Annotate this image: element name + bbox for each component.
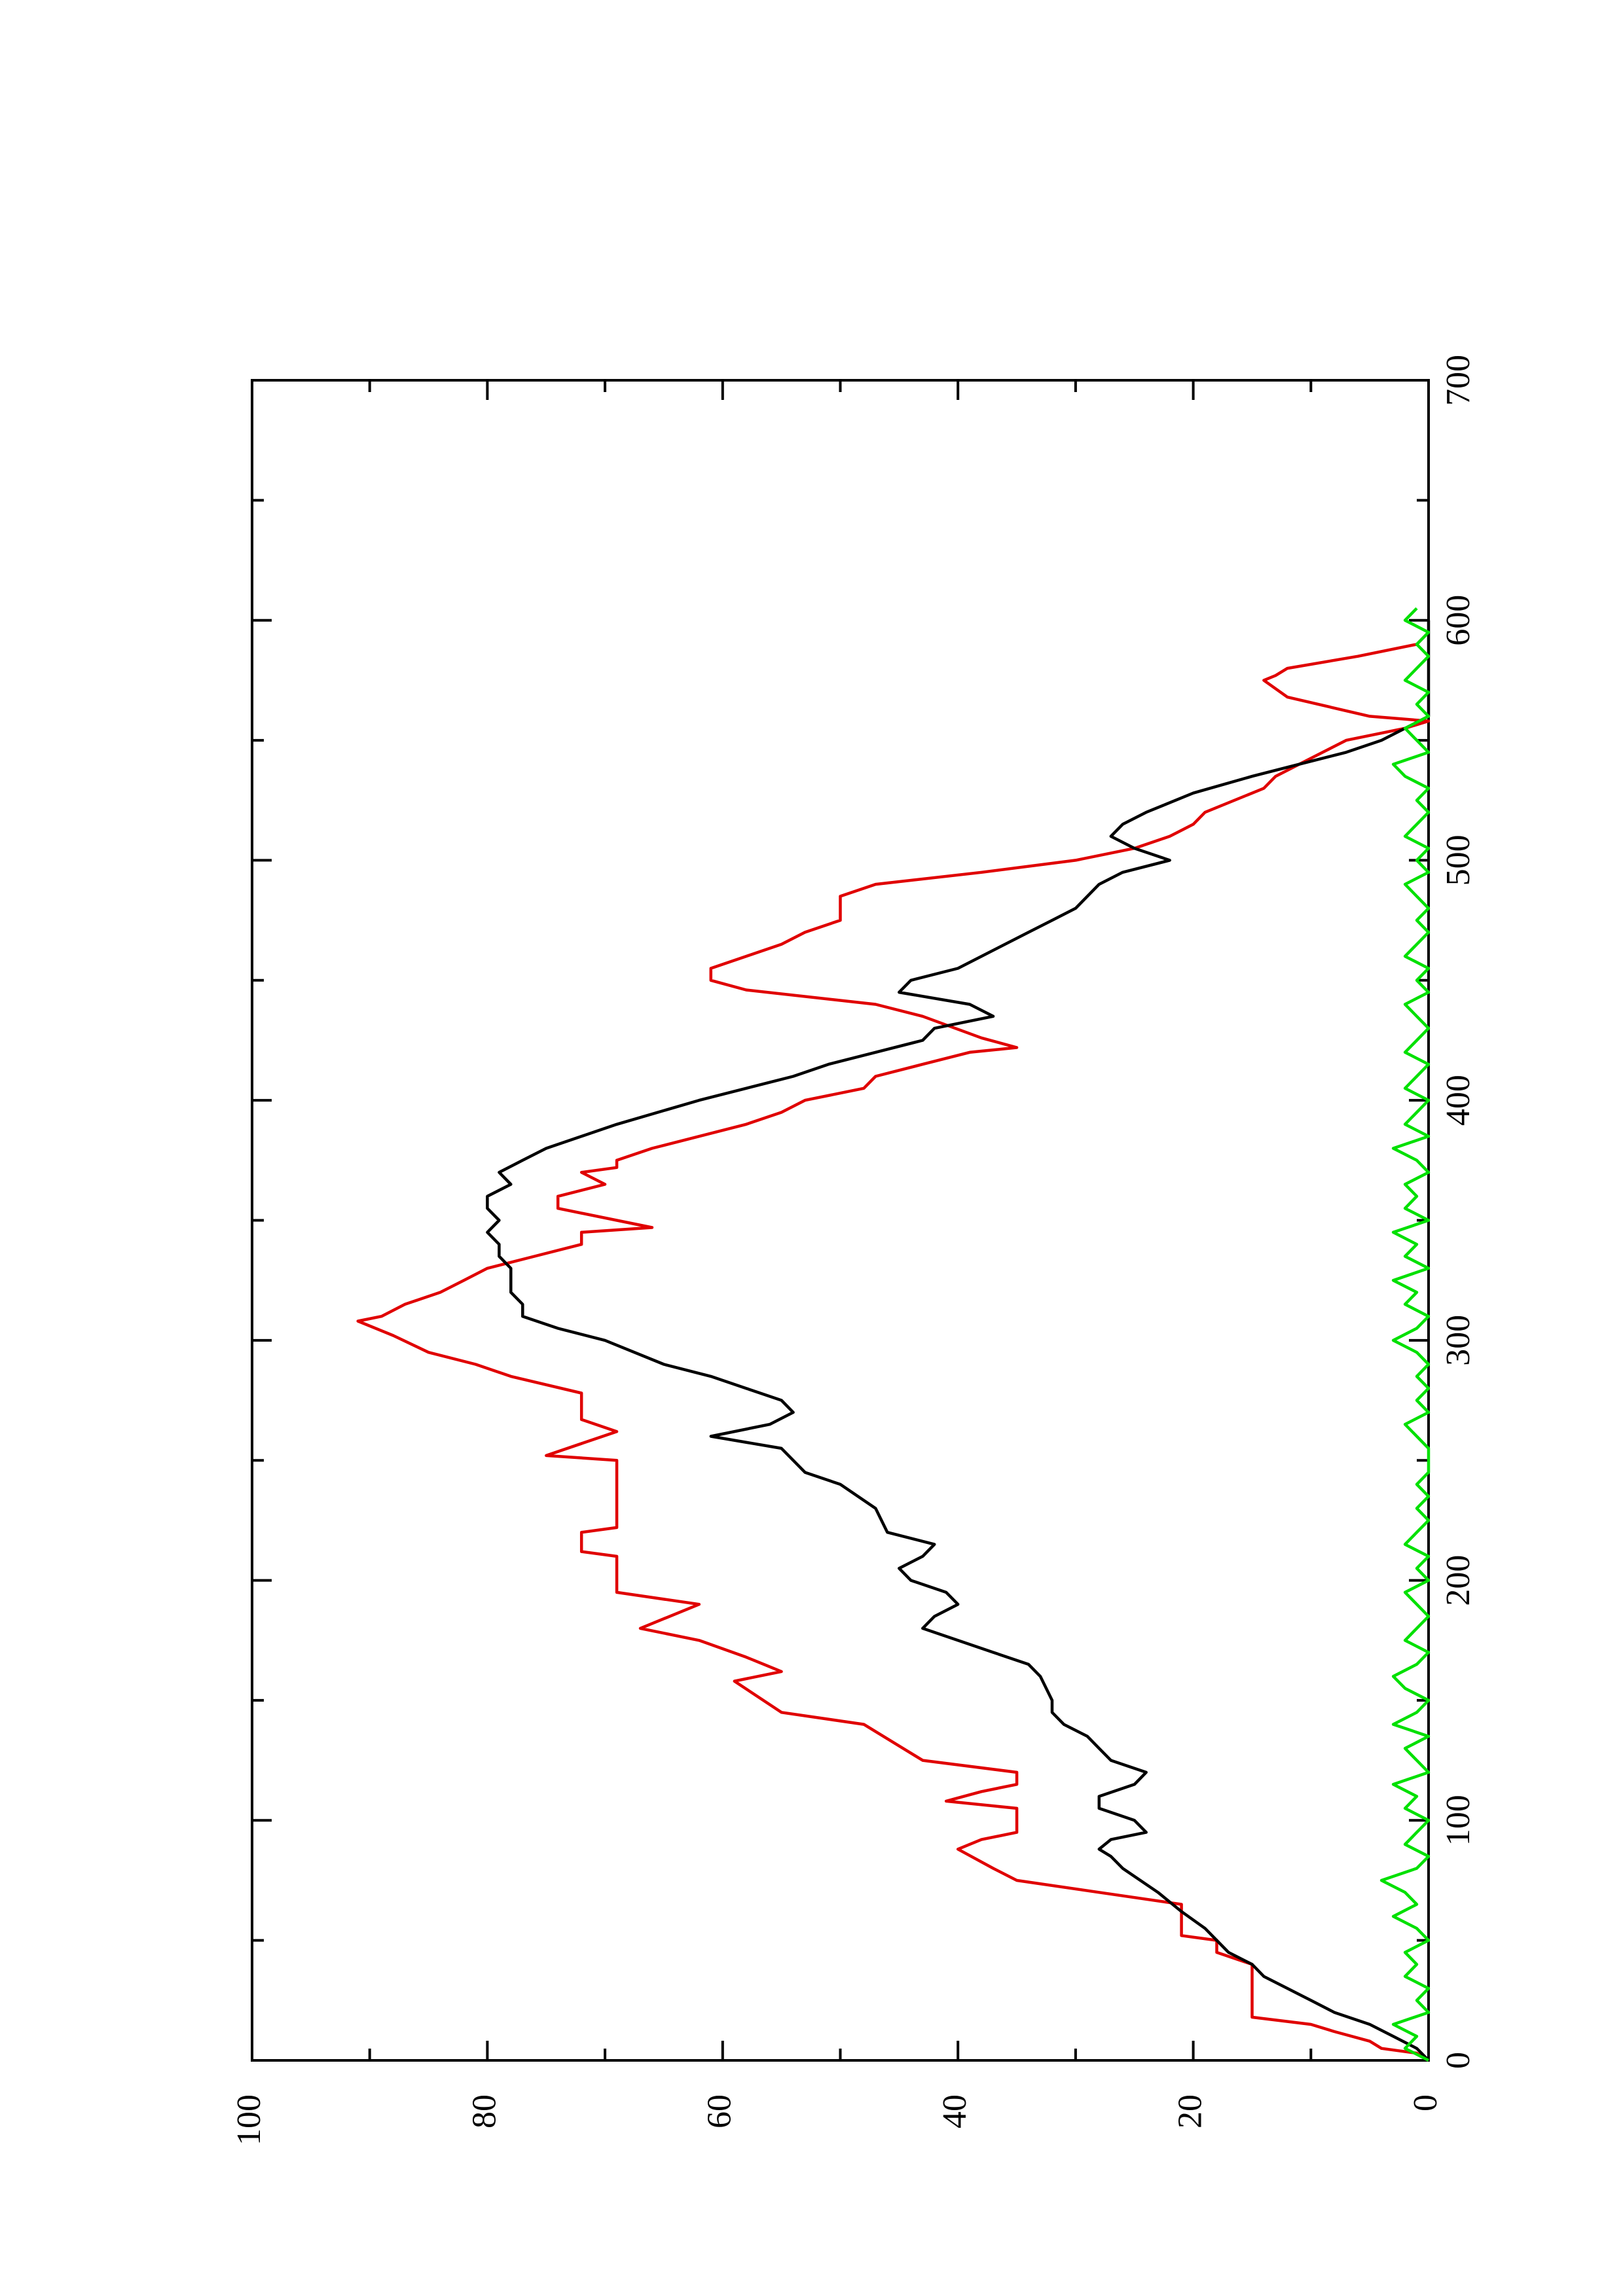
y-tick-label: 80 — [465, 2094, 503, 2128]
x-tick-label: 700 — [1440, 355, 1477, 406]
plot-frame — [251, 379, 1430, 2062]
line-series — [1379, 607, 1431, 2062]
y-tick-label: 100 — [230, 2094, 268, 2145]
x-tick-label: 600 — [1440, 595, 1477, 646]
x-tick-label: 400 — [1440, 1075, 1477, 1126]
y-tick-label: 60 — [701, 2094, 739, 2128]
x-tick-label: 200 — [1440, 1555, 1477, 1606]
line-series — [356, 631, 1431, 2062]
x-tick-label: 300 — [1440, 1315, 1477, 1366]
x-tick-label: 500 — [1440, 834, 1477, 886]
y-tick-label: 0 — [1407, 2094, 1444, 2111]
x-tick-label: 0 — [1440, 2052, 1477, 2069]
y-tick-label: 40 — [936, 2094, 974, 2128]
y-tick-label: 20 — [1172, 2094, 1209, 2128]
x-tick-label: 100 — [1440, 1795, 1477, 1846]
line-series — [486, 620, 1431, 2062]
